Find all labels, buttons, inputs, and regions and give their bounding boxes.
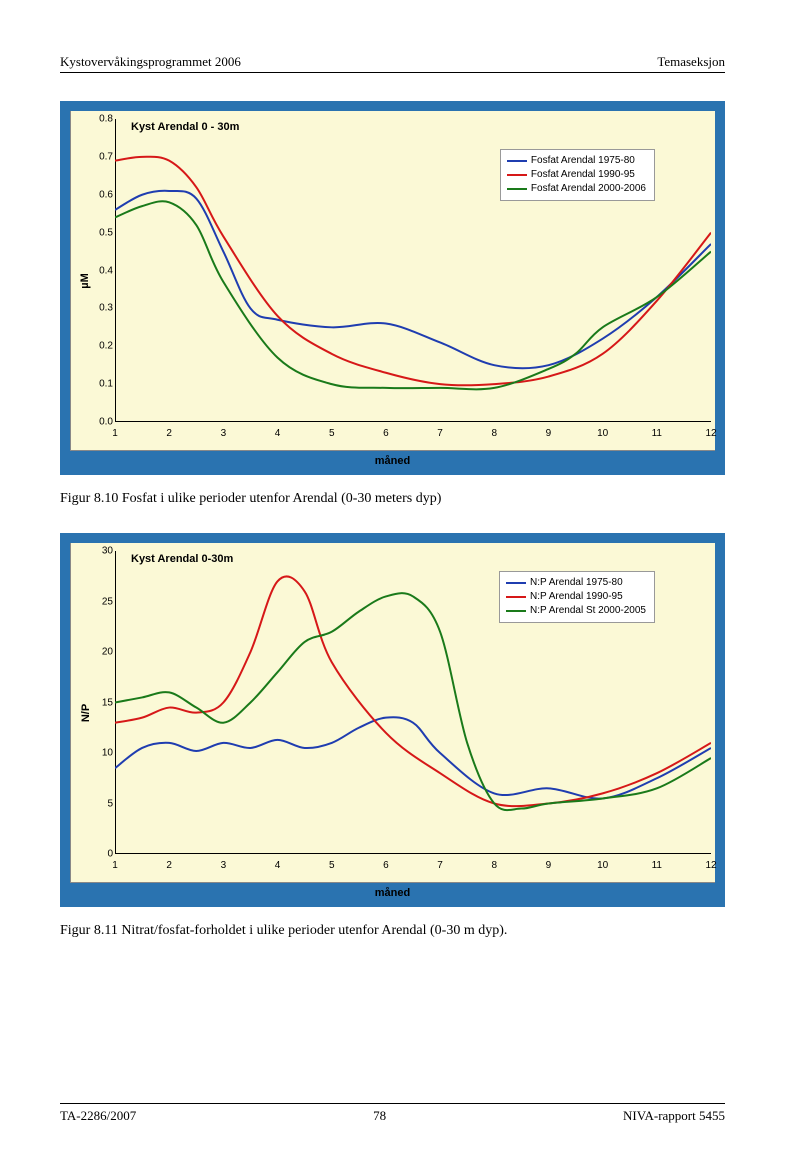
- legend-label: Fosfat Arendal 1990-95: [531, 168, 635, 182]
- chart1-legend-row: Fosfat Arendal 1990-95: [507, 168, 646, 182]
- caption1: Figur 8.10 Fosfat i ulike perioder utenf…: [60, 491, 725, 507]
- chart1-ytick-label: 0.2: [99, 341, 113, 352]
- chart1-series-line: [115, 191, 711, 368]
- chart2-xtick-label: 10: [597, 860, 608, 871]
- chart2-xtick-label: 6: [383, 860, 389, 871]
- chart1-ytick-label: 0.8: [99, 114, 113, 125]
- chart2-ytick-label: 10: [102, 748, 113, 759]
- chart2-xticks: 123456789101112: [115, 860, 711, 876]
- chart1-ytick-label: 0.7: [99, 151, 113, 162]
- chart1-xtick-label: 3: [221, 428, 227, 439]
- chart1-xtick-label: 1: [112, 428, 118, 439]
- chart2-ytick-label: 20: [102, 647, 113, 658]
- chart1-ytick-label: 0.4: [99, 265, 113, 276]
- chart1-series-line: [115, 201, 711, 389]
- chart2-legend-row: N:P Arendal 1975-80: [506, 576, 646, 590]
- chart1-ytick-label: 0.3: [99, 303, 113, 314]
- chart1-ytick-label: 0.1: [99, 379, 113, 390]
- chart1-xtick-label: 8: [491, 428, 497, 439]
- chart1-ytick-label: 0.0: [99, 417, 113, 428]
- chart1-xtick-label: 11: [652, 428, 662, 439]
- header-right: Temaseksjon: [657, 54, 725, 70]
- chart2-ytick-label: 30: [102, 546, 113, 557]
- chart1-ytick-label: 0.6: [99, 189, 113, 200]
- chart1-xlabel: måned: [70, 451, 715, 469]
- legend-label: Fosfat Arendal 2000-2006: [531, 182, 646, 196]
- chart1-xtick-label: 9: [546, 428, 552, 439]
- chart2-xtick-label: 11: [652, 860, 662, 871]
- chart2-plot-area: Kyst Arendal 0-30m N/P 051015202530 1234…: [70, 543, 715, 883]
- chart1-xtick-label: 4: [275, 428, 281, 439]
- chart1-frame: Kyst Arendal 0 - 30m µM 0.00.10.20.30.40…: [60, 101, 725, 475]
- footer-rule: [60, 1103, 725, 1104]
- footer-right: NIVA-rapport 5455: [623, 1108, 725, 1124]
- page-header: Kystovervåkingsprogrammet 2006 Temaseksj…: [60, 54, 725, 73]
- legend-label: N:P Arendal 1975-80: [530, 576, 623, 590]
- chart1-xtick-label: 6: [383, 428, 389, 439]
- chart2-ytick-label: 25: [102, 596, 113, 607]
- chart2-xtick-label: 3: [221, 860, 227, 871]
- legend-label: N:P Arendal St 2000-2005: [530, 604, 646, 618]
- chart2-xlabel: måned: [70, 883, 715, 901]
- legend-label: N:P Arendal 1990-95: [530, 590, 623, 604]
- chart1-xtick-label: 2: [166, 428, 172, 439]
- chart2-xtick-label: 8: [491, 860, 497, 871]
- header-left: Kystovervåkingsprogrammet 2006: [60, 54, 241, 70]
- chart1-xtick-label: 7: [437, 428, 443, 439]
- legend-swatch: [506, 582, 526, 584]
- chart2-legend: N:P Arendal 1975-80N:P Arendal 1990-95N:…: [499, 571, 655, 623]
- chart2-xtick-label: 12: [705, 860, 716, 871]
- legend-swatch: [506, 596, 526, 598]
- chart1-yticks: 0.00.10.20.30.40.50.60.70.8: [89, 119, 113, 422]
- chart2-ytick-label: 15: [102, 697, 113, 708]
- chart2-xtick-label: 2: [166, 860, 172, 871]
- chart2-legend-row: N:P Arendal St 2000-2005: [506, 604, 646, 618]
- chart2-yticks: 051015202530: [89, 551, 113, 854]
- chart1-ytick-label: 0.5: [99, 227, 113, 238]
- chart2-xtick-label: 5: [329, 860, 335, 871]
- chart2-ytick-label: 0: [107, 849, 113, 860]
- chart1-legend-row: Fosfat Arendal 1975-80: [507, 154, 646, 168]
- caption2: Figur 8.11 Nitrat/fosfat-forholdet i uli…: [60, 923, 725, 939]
- chart1-xtick-label: 5: [329, 428, 335, 439]
- chart2-xtick-label: 7: [437, 860, 443, 871]
- legend-swatch: [507, 174, 527, 176]
- chart2-xtick-label: 4: [275, 860, 281, 871]
- chart2-legend-row: N:P Arendal 1990-95: [506, 590, 646, 604]
- chart1-xticks: 123456789101112: [115, 428, 711, 444]
- chart1-xtick-label: 10: [597, 428, 608, 439]
- chart2-ytick-label: 5: [107, 798, 113, 809]
- legend-swatch: [507, 188, 527, 190]
- chart2-xtick-label: 1: [112, 860, 118, 871]
- legend-label: Fosfat Arendal 1975-80: [531, 154, 635, 168]
- footer-center: 78: [373, 1108, 386, 1124]
- footer-left: TA-2286/2007: [60, 1108, 136, 1124]
- chart2-frame: Kyst Arendal 0-30m N/P 051015202530 1234…: [60, 533, 725, 907]
- legend-swatch: [506, 610, 526, 612]
- chart1-legend: Fosfat Arendal 1975-80Fosfat Arendal 199…: [500, 149, 655, 201]
- chart1-plot-area: Kyst Arendal 0 - 30m µM 0.00.10.20.30.40…: [70, 111, 715, 451]
- legend-swatch: [507, 160, 527, 162]
- chart1-legend-row: Fosfat Arendal 2000-2006: [507, 182, 646, 196]
- page-footer: TA-2286/2007 78 NIVA-rapport 5455: [60, 1108, 725, 1124]
- chart2-series-line: [115, 593, 711, 810]
- chart1-xtick-label: 12: [705, 428, 716, 439]
- chart2-xtick-label: 9: [546, 860, 552, 871]
